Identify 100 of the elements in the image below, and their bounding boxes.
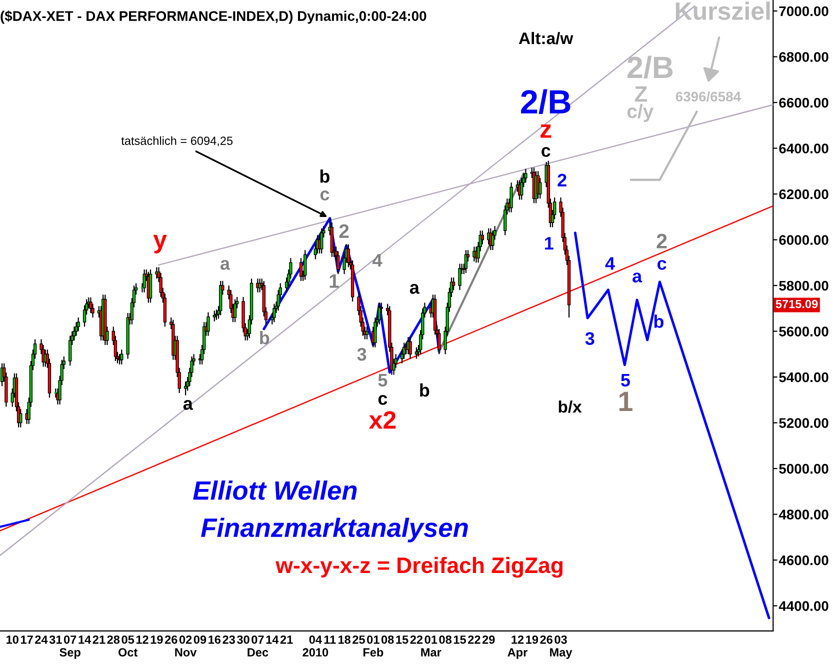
annotation: Alt:a/w: [518, 32, 574, 44]
text: 5715.09: [776, 300, 818, 308]
y-tick-label: 4400.00: [778, 601, 828, 611]
annotation: Elliott Wellen: [193, 480, 357, 500]
annotation: a: [632, 272, 642, 282]
annotation: b: [320, 170, 330, 183]
candlestick: [184, 381, 188, 396]
annotation: 5: [378, 374, 388, 387]
x-tick-label: 21: [280, 635, 293, 644]
x-tick-label: 08: [439, 635, 452, 644]
x-tick-label: 29: [482, 635, 495, 644]
candlestick: [510, 182, 513, 213]
x-tick-label: 18: [338, 635, 350, 644]
x-tick-label: 23: [222, 635, 235, 644]
candlestick: [414, 346, 418, 360]
annotation: 2/B: [627, 56, 673, 79]
annotation: 2: [656, 234, 667, 248]
candlestick: [233, 298, 237, 323]
x-tick-label: 22: [468, 635, 480, 644]
candlestick: [346, 244, 350, 268]
annotation: a: [220, 260, 230, 270]
candlestick: [438, 328, 441, 355]
annotation: c: [657, 260, 666, 270]
annotation: a: [410, 284, 420, 294]
x-tick-label: 11: [324, 636, 336, 644]
annotation: 1: [619, 392, 632, 412]
y-tick-label: 7000.00: [779, 6, 828, 16]
annotation: 2: [339, 224, 349, 238]
candlestick: [68, 335, 72, 366]
y-tick-label: 6400.00: [779, 144, 828, 154]
y-tick-label: 5200.00: [779, 418, 828, 428]
annotation: 1: [545, 237, 554, 250]
candlestick: [72, 326, 76, 341]
annotation: b: [420, 383, 430, 397]
annotation: Finanzmarktanalysen: [201, 518, 468, 542]
x-tick-label: 19: [150, 635, 163, 644]
x-tick-label: 31: [49, 635, 62, 644]
annotation: a: [183, 400, 194, 410]
y-tick-label: 4800.00: [778, 510, 828, 520]
candlestick: [491, 230, 494, 251]
x-tick-label: 12 Apr: [508, 635, 528, 659]
text: ($DAX-XET - DAX PERFORMANCE-INDEX,D) Dynamic,0:00-24:00: [0, 10, 426, 24]
annotation: 4: [605, 257, 615, 270]
y-tick-label: 5400.00: [779, 372, 828, 382]
x-tick-label: 21: [92, 635, 106, 644]
x-tick-label: 05 Oct: [118, 635, 138, 657]
annotation: w-x-y-x-z = Dreifach ZigZag: [276, 556, 562, 578]
candlestick: [120, 349, 124, 365]
x-tick-label: 14: [266, 636, 279, 644]
annotation: b: [260, 331, 270, 344]
annotation: 5: [620, 374, 630, 387]
annotation: b: [654, 314, 664, 328]
candlestick: [458, 263, 462, 291]
x-tick-label: 15: [396, 636, 408, 644]
y-tick-label: 6000.00: [779, 235, 828, 245]
x-tick-label: 30: [236, 635, 250, 644]
annotation: Z: [634, 86, 648, 102]
x-tick-label: 08: [381, 635, 394, 644]
annotation: 1: [330, 274, 339, 288]
y-tick-label: 6600.00: [779, 98, 828, 108]
candlestick: [74, 322, 78, 336]
x-tick-label: 17: [20, 636, 33, 644]
candlestick: [304, 250, 307, 280]
x-tick-label: 15: [454, 636, 466, 644]
y-tick-label: 6800.00: [779, 52, 828, 62]
annotation: 3: [585, 332, 594, 345]
annotation: 6396/6584: [676, 91, 741, 102]
y-tick-label: 5800.00: [779, 280, 828, 291]
candlestick: [336, 250, 340, 275]
x-tick-label: 25: [352, 635, 365, 644]
candlestick: [378, 302, 381, 325]
candlestick: [524, 168, 528, 184]
annotation: c: [378, 394, 388, 405]
candlestick: [320, 228, 324, 254]
candlestick: [520, 177, 524, 200]
y-tick-label: 5000.00: [779, 464, 828, 474]
annotation: tatsächlich = 6094,25: [121, 136, 233, 146]
candlestick: [76, 316, 80, 332]
x-tick-label: 26: [164, 635, 178, 644]
candlestick: [408, 336, 412, 360]
x-tick-label: 10: [6, 635, 18, 644]
annotation: x2: [368, 411, 396, 429]
y-tick-label: 4600.00: [778, 555, 828, 566]
x-tick-label: 16: [208, 635, 221, 644]
x-tick-label: 09: [194, 635, 206, 644]
annotation: 2/B: [521, 89, 570, 114]
candlestick: [374, 316, 377, 348]
x-tick-label: 24: [35, 635, 48, 644]
annotation: c/y: [627, 104, 654, 122]
x-tick-label: 26: [540, 635, 552, 644]
y-tick-label: 6200.00: [779, 189, 828, 200]
annotation: 2: [558, 174, 566, 186]
annotation: 4: [372, 254, 382, 267]
annotation: 3: [357, 348, 366, 361]
annotation: z: [540, 124, 552, 138]
candlestick: [89, 296, 92, 314]
annotation: y: [153, 234, 167, 254]
x-tick-label: 12: [136, 635, 148, 644]
annotation: c: [542, 147, 550, 157]
x-tick-label: 14: [78, 636, 92, 644]
